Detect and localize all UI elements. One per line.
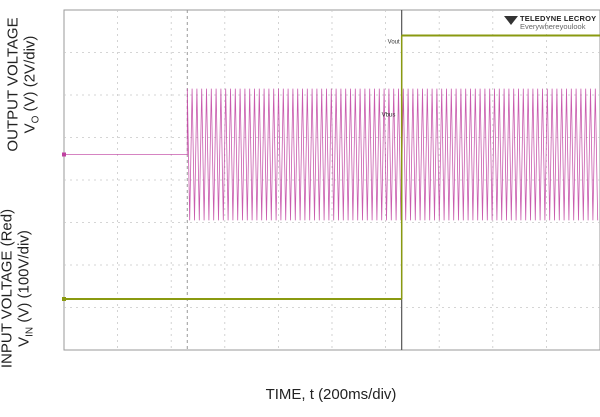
y-axis-label-output: OUTPUT VOLTAGE VO (V) (2V/div) [5,0,42,170]
y-axis-label-output-line2: VO (V) (2V/div) [22,0,42,170]
logo-tagline: Everywhereyoulook [520,23,596,31]
series-input-voltage [64,89,598,221]
cursor-label-vbus: Vbus [382,113,396,119]
x-axis-label: TIME, t (200ms/div) [62,386,600,403]
y-axis-label-input: INPUT VOLTAGE (Red) VIN (V) (100V/div) [0,184,36,394]
channel-marker-input [62,153,66,157]
y-axis-label-input-line1: INPUT VOLTAGE (Red) [0,184,16,394]
teledyne-logo: TELEDYNE LECROY Everywhereyoulook [520,15,596,31]
y-axis-label-input-line2: VIN (V) (100V/div) [16,184,36,394]
cursor-label-vout: Vout [388,40,400,46]
y-axis-label-output-line1: OUTPUT VOLTAGE [5,0,22,170]
logo-icon [504,16,518,25]
channel-marker-output [62,297,66,301]
